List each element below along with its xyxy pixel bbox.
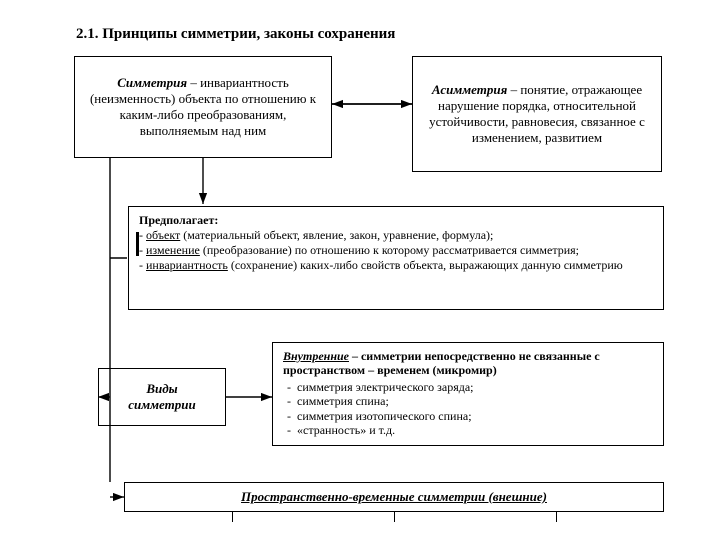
diagram-canvas: 2.1. Принципы симметрии, законы сохранен… — [0, 0, 720, 540]
bottom-tick — [232, 512, 233, 522]
bottom-tick — [556, 512, 557, 522]
connectors — [0, 0, 720, 540]
bottom-tick — [394, 512, 395, 522]
